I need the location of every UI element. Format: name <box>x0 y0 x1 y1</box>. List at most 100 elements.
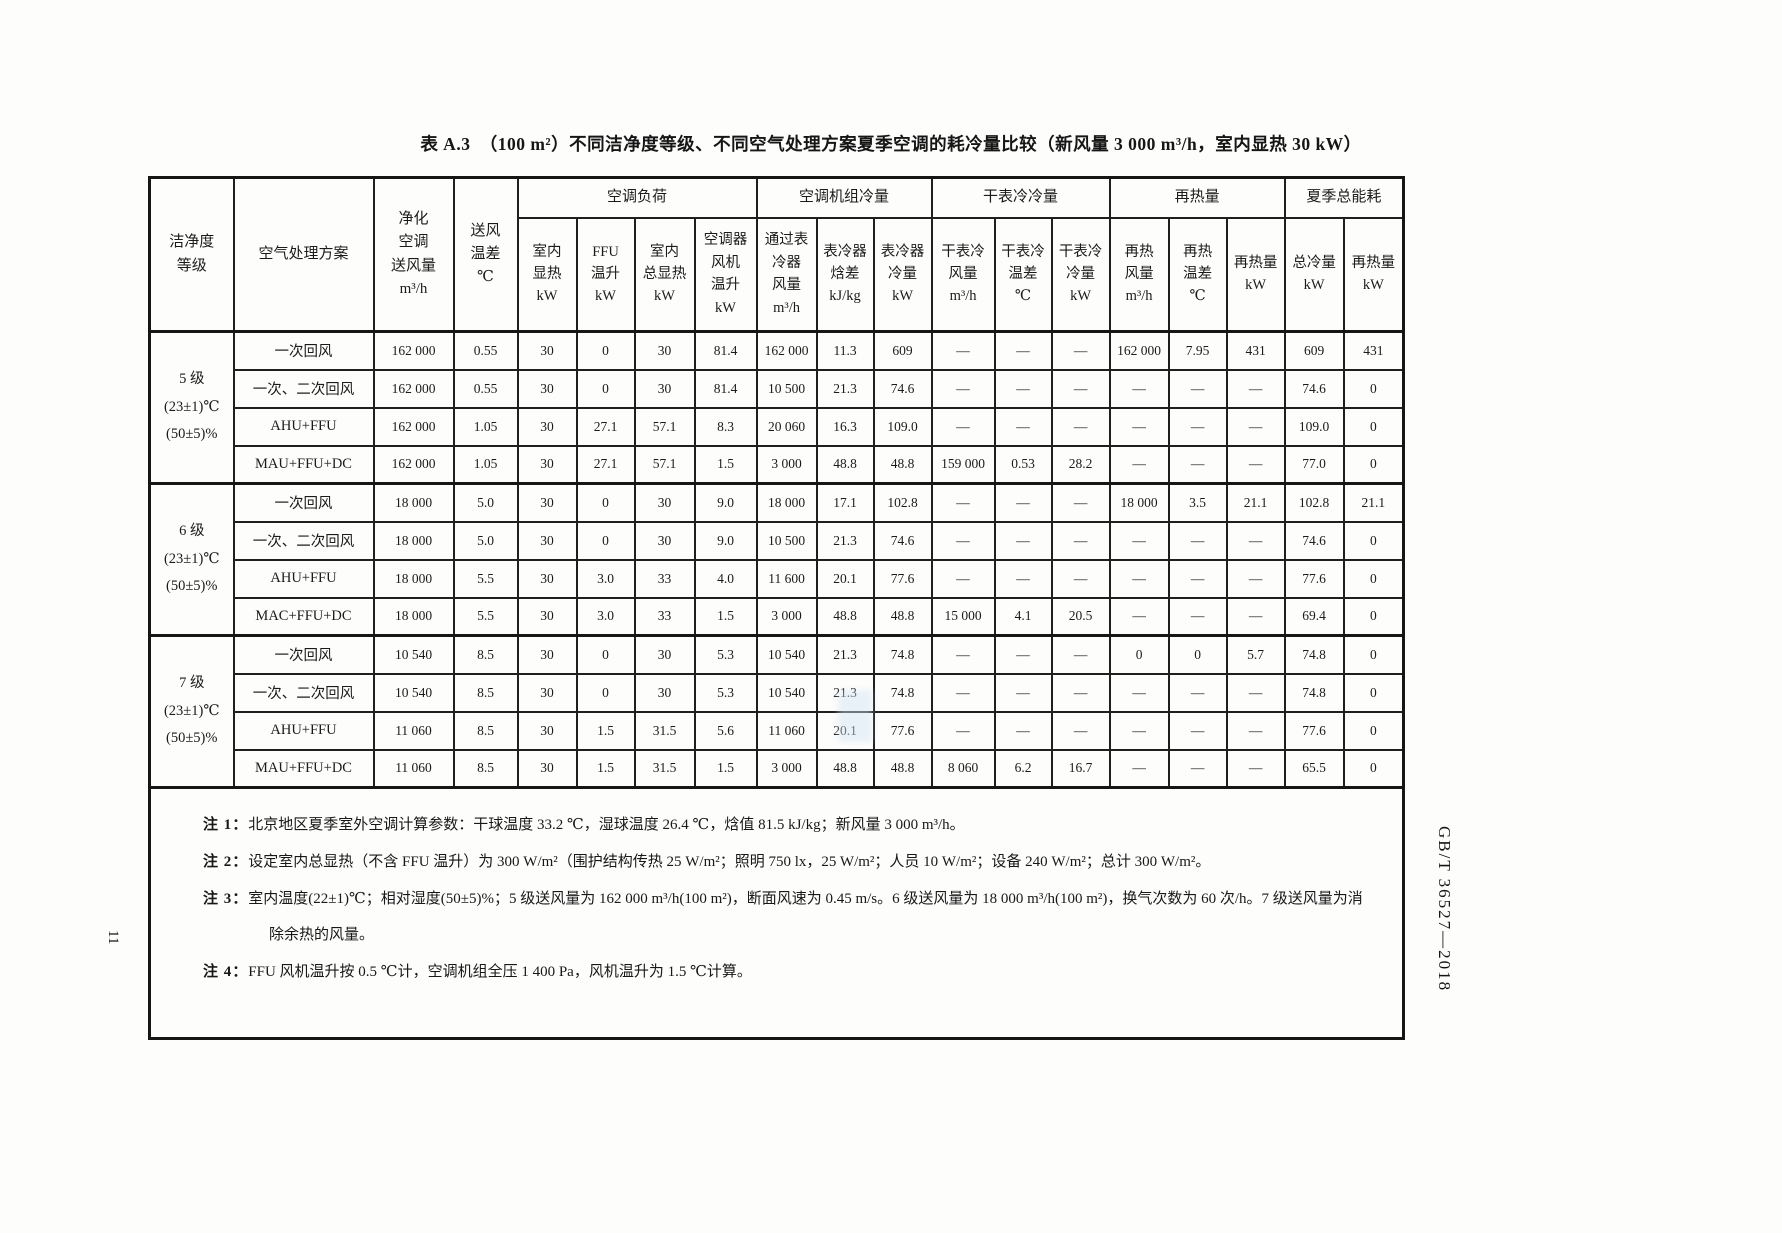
note-label: 注 4： <box>203 964 249 980</box>
table-row: 一次、二次回风 18 000 5.0 30 0 30 9.0 10 500 21.3 74.6— —… <box>150 520 1405 561</box>
notes-row: 注 1：北京地区夏季室外空调计算参数：干球温度 33.2 ℃，湿球温度 26.4… <box>148 786 1405 1040</box>
value-cell: 30 <box>516 444 578 485</box>
value-cell: 33 <box>633 558 696 599</box>
cleanliness-level-cell: 5 级 (23±1)℃ (50±5)% <box>148 330 235 485</box>
value-cell: — <box>930 482 996 523</box>
value-cell: — <box>1108 444 1170 485</box>
value-cell: — <box>993 710 1053 751</box>
value-cell: 0.55 <box>452 330 519 371</box>
value-cell: 74.6 <box>1283 368 1345 409</box>
value-cell: 81.4 <box>693 368 758 409</box>
value-cell: — <box>1108 748 1170 789</box>
value-cell: 10 540 <box>372 672 455 713</box>
table-row: AHU+FFU 18 000 5.5 30 3.0 33 4.0 11 600 20.1 77.6… <box>150 558 1405 599</box>
value-cell: 48.8 <box>872 596 933 637</box>
value-cell: 102.8 <box>1283 482 1345 523</box>
value-cell: 21.1 <box>1342 482 1405 523</box>
value-cell: 8 060 <box>930 748 996 789</box>
value-cell: 9.0 <box>693 482 758 523</box>
value-cell: 5.5 <box>452 596 519 637</box>
value-cell: — <box>1225 748 1286 789</box>
value-cell: 3 000 <box>755 748 818 789</box>
value-cell: — <box>1050 330 1111 371</box>
table-notes: 注 1：北京地区夏季室外空调计算参数：干球温度 33.2 ℃，湿球温度 26.4… <box>203 807 1376 991</box>
value-cell: 162 000 <box>372 406 455 447</box>
value-cell: 74.8 <box>1283 672 1345 713</box>
value-cell: 5.7 <box>1225 634 1286 675</box>
value-cell: — <box>930 406 996 447</box>
air-scheme-cell: MAU+FFU+DC <box>232 444 375 485</box>
value-cell: 8.5 <box>452 634 519 675</box>
col-header-4-1: 再热量 kW <box>1342 216 1405 333</box>
value-cell: 0 <box>575 482 636 523</box>
value-cell: 0 <box>1342 596 1405 637</box>
value-cell: 11 060 <box>755 710 818 751</box>
value-cell: 30 <box>516 710 578 751</box>
value-cell: 11.3 <box>815 330 875 371</box>
leaf-header-row: 室内 显热 kW FFU 温升 kW 室内 总显热 kW 空调器 风机 温升 kW 通过… <box>150 216 1405 333</box>
value-cell: 18 000 <box>372 596 455 637</box>
value-cell: 11 060 <box>372 710 455 751</box>
value-cell: 10 540 <box>755 672 818 713</box>
value-cell: 0.53 <box>993 444 1053 485</box>
table-a3-wrap: 洁净度 等级 空气处理方案 净化 空调 送风量 m³/h 送风 温差 ℃ 空调负… <box>148 176 1406 1040</box>
note-text: 室内温度(22±1)℃；相对湿度(50±5)%；5 级送风量为 162 000 … <box>248 890 1363 944</box>
group-header-summer-total-energy: 夏季总能耗 <box>1283 176 1405 219</box>
value-cell: — <box>993 634 1053 675</box>
value-cell: 30 <box>516 596 578 637</box>
value-cell: — <box>1050 368 1111 409</box>
value-cell: 0.55 <box>452 368 519 409</box>
value-cell: — <box>1167 520 1228 561</box>
value-cell: 1.5 <box>693 748 758 789</box>
air-scheme-cell: 一次、二次回风 <box>232 672 375 713</box>
value-cell: 0 <box>1108 634 1170 675</box>
value-cell: — <box>993 672 1053 713</box>
value-cell: — <box>930 368 996 409</box>
table-note-4: 注 4：FFU 风机温升按 0.5 ℃计，空调机组全压 1 400 Pa，风机温… <box>203 954 1376 991</box>
col-header-0-2: 室内 总显热 kW <box>633 216 696 333</box>
table-note-1: 注 1：北京地区夏季室外空调计算参数：干球温度 33.2 ℃，湿球温度 26.4… <box>203 807 1376 844</box>
group-header-ac-load: 空调负荷 <box>516 176 758 219</box>
air-scheme-cell: AHU+FFU <box>232 406 375 447</box>
col-header-0-3: 空调器 风机 温升 kW <box>693 216 758 333</box>
table-row: 6 级 (23±1)℃ (50±5)% 一次回风 18 000 5.0 30 0 30 9.0… <box>148 482 1405 637</box>
value-cell: — <box>1108 406 1170 447</box>
value-cell: — <box>1050 406 1111 447</box>
value-cell: 21.3 <box>815 672 875 713</box>
value-cell: 30 <box>633 330 696 371</box>
value-cell: — <box>1225 444 1286 485</box>
value-cell: 162 000 <box>372 444 455 485</box>
value-cell: 9.0 <box>693 520 758 561</box>
value-cell: 109.0 <box>1283 406 1345 447</box>
value-cell: 6.2 <box>993 748 1053 789</box>
value-cell: 27.1 <box>575 444 636 485</box>
value-cell: 16.3 <box>815 406 875 447</box>
value-cell: — <box>930 330 996 371</box>
table-note-3: 注 3：室内温度(22±1)℃；相对湿度(50±5)%；5 级送风量为 162 … <box>203 881 1376 955</box>
value-cell: — <box>1225 596 1286 637</box>
value-cell: 162 000 <box>372 330 455 371</box>
value-cell: 21.3 <box>815 634 875 675</box>
table-row: 5 级 (23±1)℃ (50±5)% 一次回风 162 000 0.55 30 0 30 8… <box>148 330 1405 485</box>
value-cell: — <box>1167 672 1228 713</box>
value-cell: 5.5 <box>452 558 519 599</box>
value-cell: 8.3 <box>693 406 758 447</box>
table-row: AHU+FFU 162 000 1.05 30 27.1 57.1 8.3 20 060 16.… <box>150 406 1405 447</box>
value-cell: 10 540 <box>372 634 455 675</box>
value-cell: 431 <box>1225 330 1286 371</box>
value-cell: 28.2 <box>1050 444 1111 485</box>
value-cell: 30 <box>516 330 578 371</box>
value-cell: 0 <box>1342 520 1405 561</box>
value-cell: — <box>1225 406 1286 447</box>
value-cell: 77.6 <box>1283 558 1345 599</box>
value-cell: 65.5 <box>1283 748 1345 789</box>
value-cell: — <box>993 330 1053 371</box>
value-cell: 609 <box>872 330 933 371</box>
value-cell: 8.5 <box>452 672 519 713</box>
col-header-4-0: 总冷量 kW <box>1283 216 1345 333</box>
value-cell: 74.8 <box>1283 634 1345 675</box>
group-header-row: 洁净度 等级 空气处理方案 净化 空调 送风量 m³/h 送风 温差 ℃ 空调负… <box>148 176 1405 333</box>
value-cell: 17.1 <box>815 482 875 523</box>
value-cell: — <box>993 558 1053 599</box>
col-header-0-1: FFU 温升 kW <box>575 216 636 333</box>
